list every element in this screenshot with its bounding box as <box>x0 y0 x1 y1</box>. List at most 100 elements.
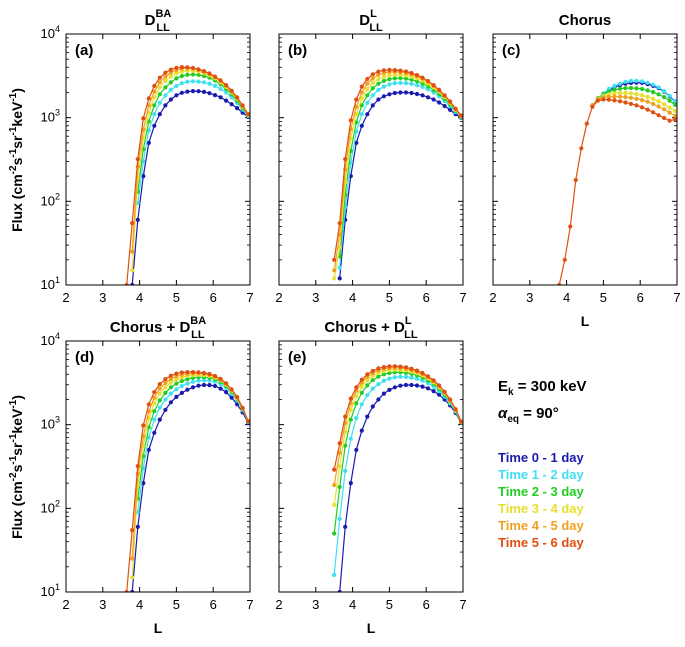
title-main: D <box>179 319 190 336</box>
x-tick-label: 6 <box>210 597 217 612</box>
series-line-3 <box>131 70 249 271</box>
data-point <box>163 385 168 390</box>
data-point <box>437 100 442 105</box>
series-line-3 <box>131 374 249 578</box>
data-point <box>185 387 190 392</box>
ylabel-kev: keV <box>9 101 25 127</box>
data-point <box>179 90 184 95</box>
data-point <box>409 382 414 388</box>
data-point <box>174 65 179 70</box>
pitch-subscript: eq <box>507 414 519 425</box>
data-point <box>196 72 201 77</box>
y-tick-exponent: 1 <box>55 582 60 592</box>
data-point <box>190 72 196 77</box>
title-main: D <box>359 12 370 29</box>
data-point <box>365 112 370 117</box>
series-line-0 <box>131 90 249 285</box>
data-point <box>207 378 212 383</box>
data-point <box>623 100 628 105</box>
panel-label: (e) <box>288 349 306 366</box>
data-point <box>376 382 381 387</box>
data-point <box>370 80 375 85</box>
data-point <box>448 99 453 104</box>
y-tick-label: 101 <box>41 582 60 599</box>
x-tick-label: 7 <box>673 290 680 305</box>
x-tick-label: 5 <box>173 290 180 305</box>
x-tick-label: 2 <box>489 290 496 305</box>
data-point <box>174 394 179 399</box>
ylabel-sup-3: -1 <box>8 126 19 135</box>
data-point <box>179 65 184 70</box>
legend-entry-3: Time 3 - 4 day <box>498 501 585 516</box>
legend-entry-1: Time 1 - 2 day <box>498 467 585 482</box>
series-line-1 <box>137 80 249 204</box>
series-line-0 <box>339 91 462 279</box>
data-point <box>381 74 386 79</box>
x-tick-label: 3 <box>99 597 106 612</box>
data-point <box>403 382 409 388</box>
title-prefix: Chorus + <box>324 319 394 336</box>
data-point <box>224 381 229 386</box>
data-point <box>628 101 634 106</box>
data-point <box>673 117 677 122</box>
series-line-3 <box>591 92 676 112</box>
data-point <box>376 72 381 77</box>
data-point <box>590 104 595 109</box>
x-axis-label: L <box>154 620 163 636</box>
data-point <box>431 83 436 88</box>
data-point <box>174 381 179 386</box>
data-point <box>651 82 656 87</box>
data-point <box>442 389 447 394</box>
panel-label: (c) <box>502 42 520 59</box>
data-point <box>152 417 157 422</box>
series-line-0 <box>339 384 462 592</box>
x-tick-label: 2 <box>62 597 69 612</box>
series-line-1 <box>591 80 676 106</box>
series-line-1 <box>333 376 462 575</box>
data-point <box>420 384 425 389</box>
data-point <box>135 464 140 469</box>
data-point <box>196 89 201 94</box>
data-point <box>651 101 656 106</box>
data-point <box>414 368 420 373</box>
data-point <box>190 89 196 94</box>
data-point <box>246 419 250 424</box>
panel-label: (b) <box>288 42 307 59</box>
data-point <box>157 417 162 422</box>
data-point <box>196 370 201 375</box>
axes-frame <box>65 33 251 286</box>
data-point <box>185 72 190 77</box>
data-point <box>359 390 364 395</box>
data-point <box>370 76 375 81</box>
data-point <box>398 364 403 369</box>
panel-title: Chorus + DL LL <box>324 315 417 341</box>
data-point <box>370 103 375 108</box>
data-point <box>354 415 359 421</box>
data-point <box>343 414 348 419</box>
data-point <box>365 100 370 105</box>
data-point <box>387 92 392 97</box>
data-point <box>414 83 420 88</box>
y-axis-label-top: Flux (cm-2s-1sr-1keV-1) <box>8 88 25 232</box>
y-tick-exponent: 2 <box>55 191 60 201</box>
axes-frame <box>65 340 251 593</box>
data-point <box>381 365 386 370</box>
data-point <box>442 93 447 98</box>
data-point <box>392 364 397 369</box>
data-point <box>174 387 179 392</box>
data-point <box>414 73 420 78</box>
data-point <box>332 268 337 273</box>
data-point <box>370 86 375 91</box>
data-point <box>141 174 146 179</box>
data-point <box>392 68 397 73</box>
data-point <box>601 97 606 102</box>
data-point <box>179 73 184 79</box>
data-point <box>651 110 656 115</box>
data-point <box>196 378 201 383</box>
data-point <box>152 89 157 94</box>
series-line-1 <box>137 379 249 513</box>
data-point <box>185 65 190 70</box>
data-point <box>235 95 240 100</box>
data-point <box>332 502 337 507</box>
data-point <box>409 81 414 86</box>
